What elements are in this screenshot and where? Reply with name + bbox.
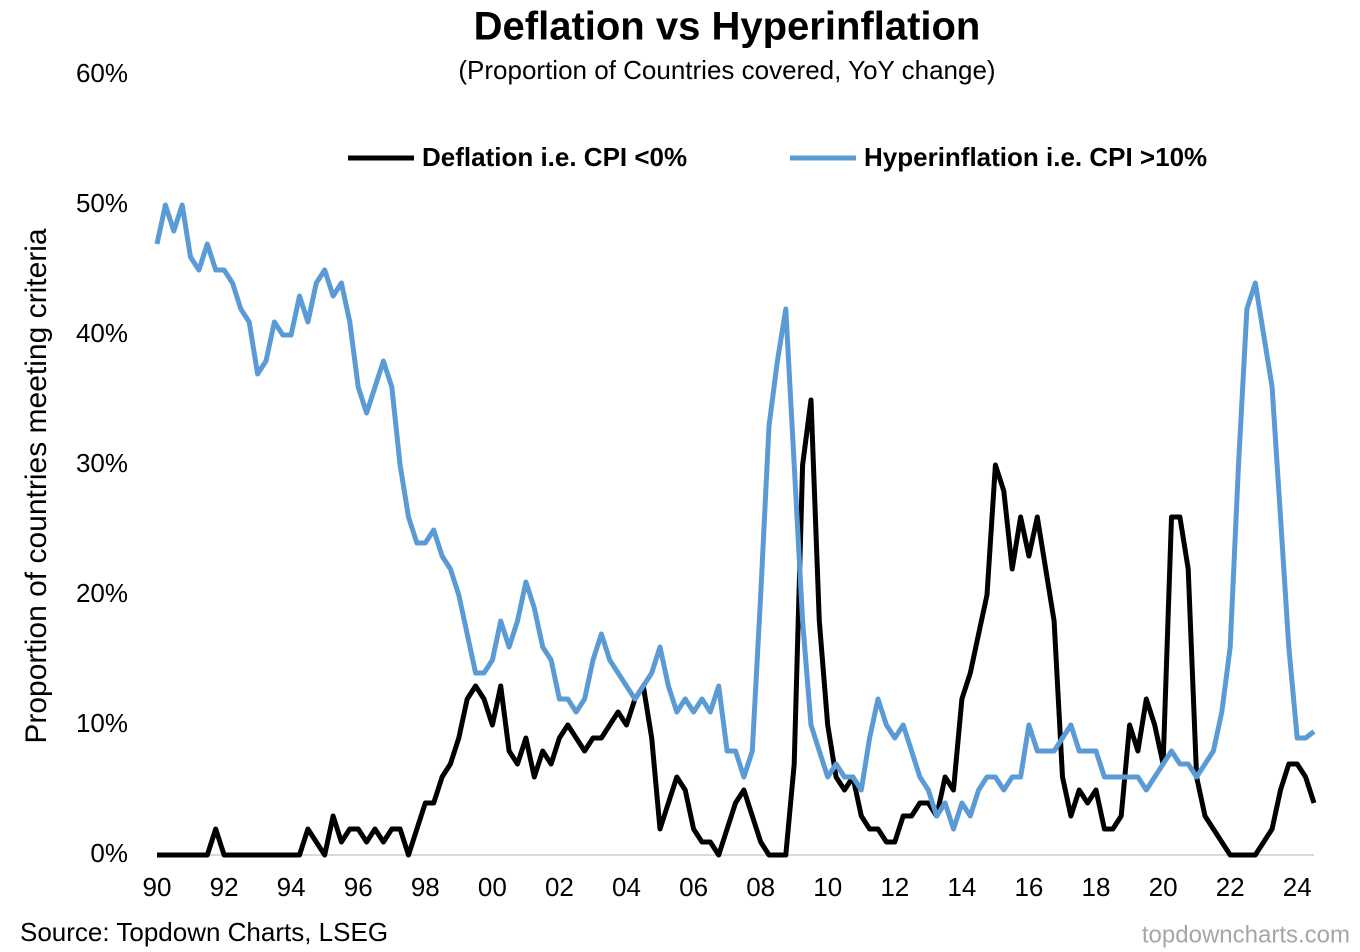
x-tick-label: 22: [1216, 872, 1245, 902]
y-tick-label: 40%: [76, 318, 128, 348]
source: Source: Topdown Charts, LSEG: [20, 917, 388, 947]
x-tick-label: 92: [210, 872, 239, 902]
x-tick-label: 94: [277, 872, 306, 902]
x-tick-label: 10: [813, 872, 842, 902]
series-line: [157, 397, 1317, 858]
x-tick-label: 12: [880, 872, 909, 902]
x-tick-label: 24: [1283, 872, 1312, 902]
x-tick-label: 06: [679, 872, 708, 902]
watermark: topdowncharts.com: [1142, 921, 1350, 948]
x-tick-label: 98: [411, 872, 440, 902]
chart-subtitle: (Proportion of Countries covered, YoY ch…: [458, 55, 995, 85]
y-tick-label: 60%: [76, 58, 128, 88]
x-tick-label: 90: [143, 872, 172, 902]
chart-title: Deflation vs Hyperinflation: [474, 5, 981, 49]
x-tick-label: 02: [545, 872, 574, 902]
y-tick-label: 30%: [76, 448, 128, 478]
x-tick-label: 18: [1082, 872, 1111, 902]
x-tick-label: 08: [746, 872, 775, 902]
series-line: [154, 202, 1316, 832]
y-tick-label: 10%: [76, 708, 128, 738]
x-tick-label: 16: [1014, 872, 1043, 902]
y-tick-label: 50%: [76, 188, 128, 218]
y-tick-label: 0%: [90, 838, 128, 868]
x-tick-label: 04: [612, 872, 641, 902]
y-axis-label: Proportion of countries meeting criteria: [20, 228, 53, 744]
x-tick-label: 14: [947, 872, 976, 902]
x-tick-label: 96: [344, 872, 373, 902]
legend-label: Deflation i.e. CPI <0%: [422, 142, 687, 172]
x-tick-label: 20: [1149, 872, 1178, 902]
y-tick-label: 20%: [76, 578, 128, 608]
legend-label: Hyperinflation i.e. CPI >10%: [864, 142, 1207, 172]
x-tick-label: 00: [478, 872, 507, 902]
